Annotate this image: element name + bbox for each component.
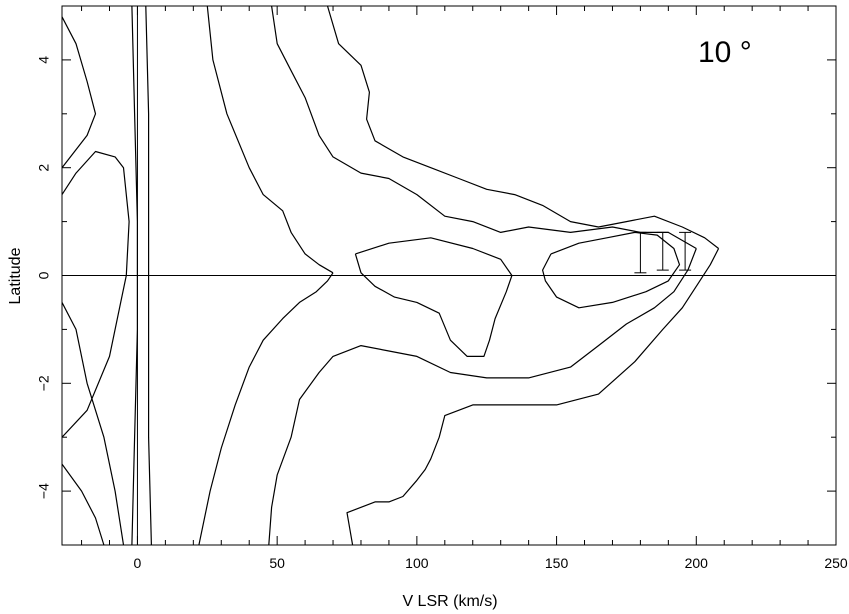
contour-line-inner-peak [542, 231, 681, 309]
y-tick-label: 2 [36, 164, 52, 172]
plot-area [62, 6, 836, 545]
y-tick-label: −4 [36, 483, 52, 499]
y-axis-title: Latitude [7, 247, 24, 304]
y-tick-label: 0 [36, 271, 52, 279]
x-axis-title: V LSR (km/s) [402, 593, 497, 610]
contour-line-third-lower [198, 272, 334, 545]
x-tick-label: 250 [824, 555, 848, 571]
x-tick-label: 150 [545, 555, 569, 571]
contour-line-outer-upper [326, 6, 719, 249]
y-tick-label: −2 [36, 375, 52, 391]
x-tick-label: 200 [685, 555, 709, 571]
x-tick-label: 50 [269, 555, 285, 571]
contour-line-outer-lower [346, 248, 720, 545]
contour-line-left-4 [62, 302, 125, 545]
contour-line-central-pocket [354, 237, 513, 357]
panel-label: 10 ° [698, 36, 752, 69]
x-tick-label: 100 [405, 555, 429, 571]
contour-line-left-1 [62, 16, 97, 169]
contour-line-third-upper [206, 6, 334, 274]
contour-line-left-6 [145, 6, 152, 545]
axes: 0 50 100 150 200 250 −4 −2 0 2 4 [36, 5, 848, 571]
y-tick-label: 4 [36, 56, 52, 64]
contour-line-second-upper [271, 6, 697, 250]
contour-line-left-5 [62, 463, 105, 545]
error-bar-3 [679, 231, 692, 271]
error-bar-2 [656, 231, 669, 271]
x-tick-label: 0 [134, 555, 142, 571]
contour-line-second-lower [268, 248, 697, 545]
contour-line-left-3 [131, 6, 138, 545]
contour-line-left-2 [62, 150, 130, 438]
error-bar-1 [634, 231, 647, 274]
